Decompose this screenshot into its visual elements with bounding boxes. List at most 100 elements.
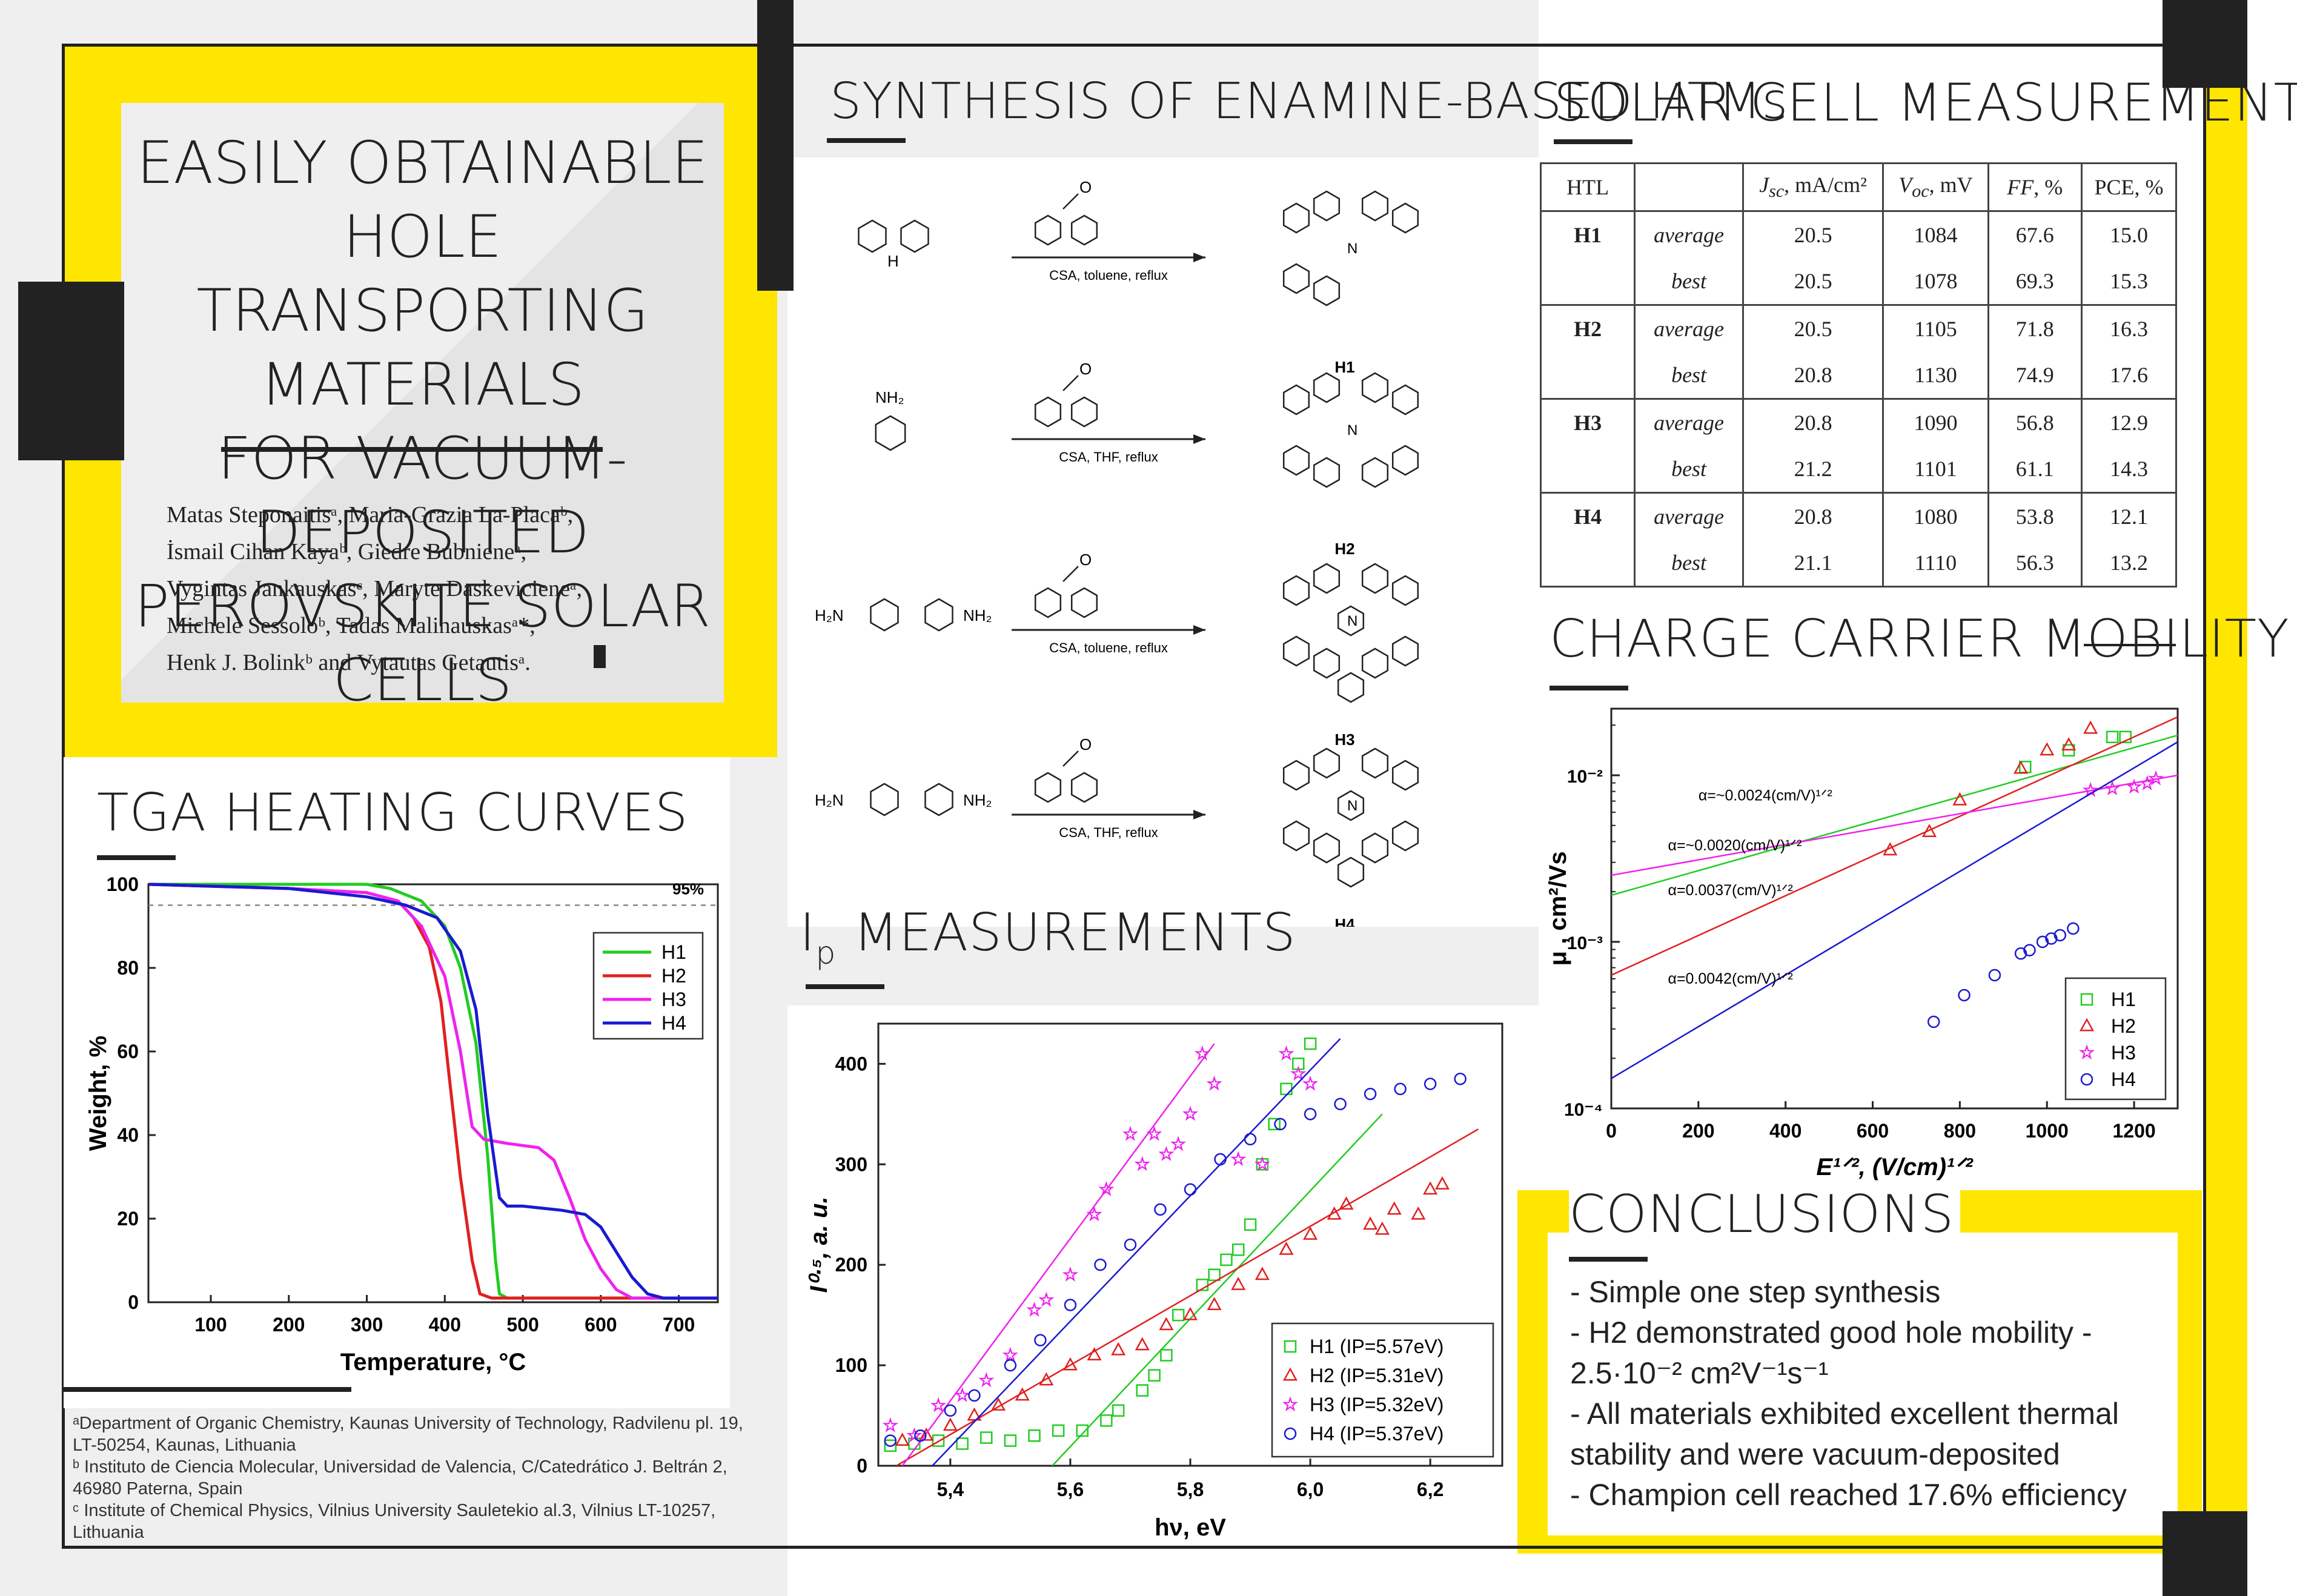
data-point: [1387, 1201, 1402, 1215]
col-jsc: Jsc, mA/cm²: [1742, 162, 1884, 212]
col-htl: HTL: [1539, 162, 1636, 212]
reaction-conditions: CSA, THF, reflux: [1059, 825, 1158, 840]
benzene-ring: [858, 219, 887, 253]
benzene-ring: [1337, 856, 1365, 888]
legend-label: H3: [661, 988, 686, 1010]
frame-right-line: [2203, 44, 2206, 1549]
data-point: [1038, 1291, 1055, 1307]
reaction-4: H₂N NH₂ O CSA, THF, reflux N H4: [815, 735, 1419, 927]
data-point: [930, 1397, 947, 1412]
data-point: [1279, 1241, 1294, 1255]
data-point: [1039, 1372, 1054, 1386]
data-point: [2082, 781, 2099, 797]
data-point: [1274, 1118, 1287, 1131]
data-point: [1122, 1125, 1139, 1141]
solar-table-row: H4 average 20.8 1080 53.8 12.1: [1539, 492, 2177, 540]
data-point: [1423, 1181, 1438, 1195]
x-tick-label: 400: [429, 1314, 461, 1336]
solar-table-row: H1 average 20.5 1084 67.6 15.0: [1539, 210, 2177, 258]
benzene-ring: [1391, 445, 1419, 476]
y-tick-label: 100: [835, 1354, 867, 1376]
data-point: [1062, 1357, 1078, 1371]
conclusion-3b: stability and were vacuum-deposited: [1570, 1437, 2060, 1471]
benzene-ring: [1361, 190, 1389, 222]
oxygen-label: O: [1079, 735, 1092, 753]
tga-panel: [64, 757, 730, 1408]
data-point: [1111, 1342, 1126, 1356]
reference-label: 95%: [672, 880, 704, 898]
data-point: [2014, 947, 2027, 960]
legend-label: H4 (IP=5.37eV): [1310, 1423, 1443, 1445]
solar-heading: SOLAR CELL MEASUREMENTS: [1554, 73, 2297, 133]
benzene-ring: [1391, 202, 1419, 234]
x-tick-label: 6,2: [1417, 1478, 1443, 1500]
data-point: [1034, 1334, 1047, 1346]
benzene-ring: [1391, 760, 1419, 791]
data-point: [1304, 1037, 1317, 1050]
benzene-ring: [1034, 587, 1062, 618]
cell-ff: 56.8: [1987, 398, 2083, 446]
data-point: [1026, 1302, 1042, 1317]
series-line-h4: [148, 882, 718, 1300]
cell-ff: 74.9: [1987, 352, 2083, 399]
data-point: [1454, 1073, 1467, 1085]
reaction-conditions: CSA, toluene, reflux: [1049, 640, 1168, 655]
cell-jsc: 21.2: [1742, 446, 1884, 493]
data-point: [1098, 1180, 1115, 1196]
mobility-heading-underline: [1550, 686, 1628, 690]
bond: [1062, 750, 1079, 767]
benzene-ring: [924, 598, 953, 632]
conclusion-3: - All materials exhibited excellent ther…: [1570, 1397, 2119, 1431]
benzene-ring: [1391, 575, 1419, 606]
oxygen-label: O: [1079, 551, 1092, 569]
arrow-head: [1193, 810, 1205, 820]
title-line-3: FOR VACUUM-DEPOSITED: [217, 425, 628, 566]
x-tick-label: 800: [1944, 1120, 1976, 1142]
reactant-label: H₂N: [815, 791, 844, 809]
benzene-ring: [1361, 832, 1389, 864]
benzene-ring: [1337, 790, 1365, 821]
data-point: [1244, 1133, 1257, 1146]
y-tick-label: 60: [117, 1041, 139, 1062]
cell-ff: 56.3: [1987, 540, 2083, 588]
conclusions-heading-underline: [1569, 1257, 1648, 1262]
benzene-ring: [875, 415, 906, 451]
data-point: [1134, 1156, 1150, 1171]
reaction-conditions: CSA, toluene, reflux: [1049, 268, 1168, 283]
solar-table-row: best 20.5 1078 69.3 15.3: [1539, 258, 2177, 305]
conclusions-inner-box: [1548, 1233, 2178, 1535]
data-point: [884, 1434, 897, 1447]
data-point: [1112, 1404, 1125, 1417]
data-point: [1280, 1082, 1293, 1096]
y-tick-label: 0: [128, 1291, 139, 1313]
data-point: [1170, 1136, 1187, 1151]
data-point: [1922, 824, 1937, 837]
data-point: [1158, 1145, 1175, 1161]
benzene-ring: [1361, 563, 1389, 594]
reactant-label: H: [887, 252, 899, 270]
x-tick-label: 1200: [2112, 1120, 2155, 1142]
series-line-h1: [148, 882, 718, 1300]
data-point: [914, 1429, 927, 1442]
arrow-head: [1193, 253, 1205, 262]
cell-voc: 1080: [1882, 492, 1989, 540]
cell-type: average: [1634, 492, 1744, 540]
data-point: [1958, 988, 1971, 1002]
cell-pce: 15.3: [2081, 258, 2177, 305]
reaction-2: NH₂ O CSA, THF, reflux N H2: [875, 360, 1419, 558]
x-tick-label: 500: [506, 1314, 539, 1336]
data-point: [1154, 1203, 1167, 1216]
conclusion-2: - H2 demonstrated good hole mobility -: [1570, 1316, 2092, 1349]
data-point: [1015, 1387, 1030, 1401]
y-tick-label: 200: [835, 1254, 867, 1276]
benzene-ring: [1361, 747, 1389, 779]
data-point: [2126, 778, 2143, 794]
cell-htl: [1539, 446, 1636, 493]
col-ff: FF, %: [1987, 162, 2083, 212]
x-axis-label: Temperature, °C: [340, 1349, 526, 1376]
cell-ff: 61.1: [1987, 446, 2083, 493]
cell-voc: 1105: [1882, 304, 1989, 352]
data-point: [944, 1404, 957, 1417]
x-tick-label: 300: [351, 1314, 383, 1336]
benzene-ring: [1313, 275, 1341, 306]
